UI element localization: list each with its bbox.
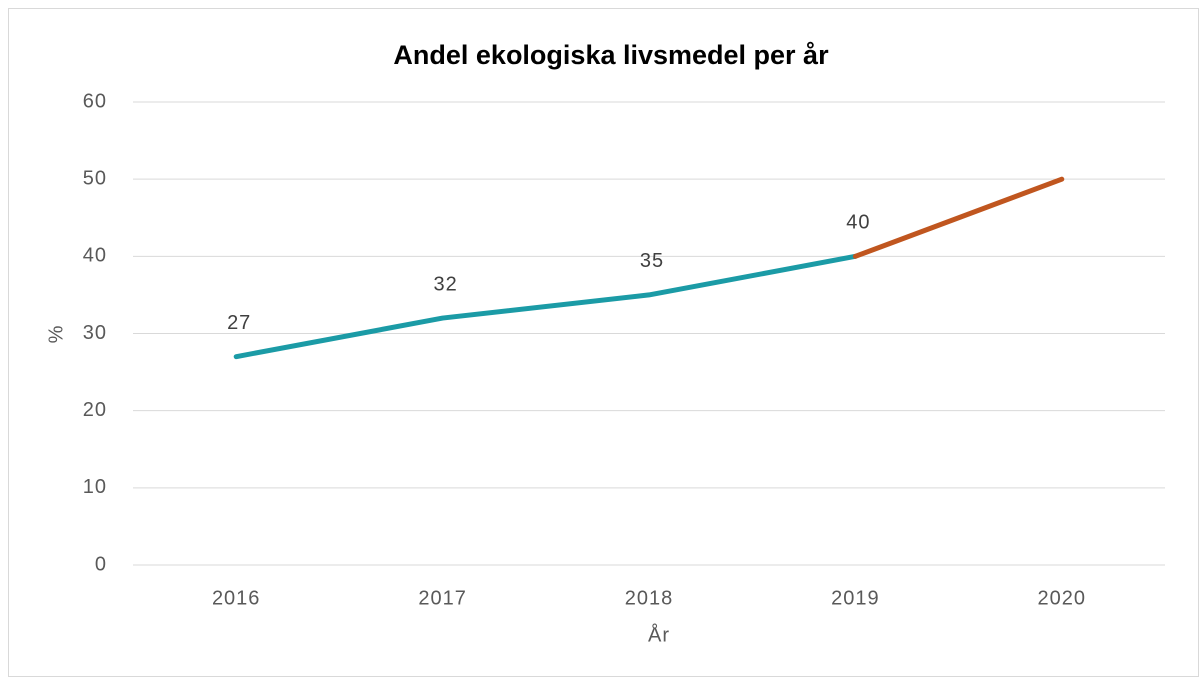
x-tick-label: 2019 <box>831 587 880 609</box>
x-axis-label: År <box>648 623 670 646</box>
data-label: 40 <box>846 212 870 234</box>
y-axis-label: % <box>45 325 67 344</box>
y-tick-label: 40 <box>83 245 107 267</box>
chart-border <box>8 8 1199 677</box>
line-series <box>233 253 858 360</box>
x-tick-label: 2017 <box>418 587 467 609</box>
data-label: 35 <box>640 250 664 272</box>
x-tick-label: 2016 <box>212 587 261 609</box>
data-label: 32 <box>433 273 457 295</box>
y-tick-label: 0 <box>95 553 107 575</box>
x-tick-label: 2020 <box>1038 587 1087 609</box>
chart-title: Andel ekologiska livsmedel per år <box>393 40 829 70</box>
y-tick-label: 20 <box>83 399 107 421</box>
y-tick-label: 30 <box>83 322 107 344</box>
y-tick-label: 60 <box>83 90 107 112</box>
line-series <box>852 176 1065 259</box>
x-tick-label: 2018 <box>625 587 674 609</box>
y-tick-label: 10 <box>83 476 107 498</box>
y-tick-label: 50 <box>83 167 107 189</box>
data-label: 27 <box>227 312 251 334</box>
